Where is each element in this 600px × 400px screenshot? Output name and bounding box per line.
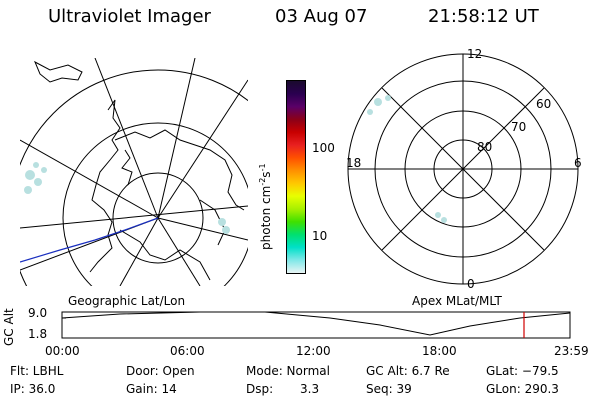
gain-info: Gain: 14 [126, 382, 177, 396]
coastline [114, 129, 245, 211]
meridian-line [157, 79, 248, 219]
gc-alt-info: GC Alt: 6.7 Re [366, 364, 450, 378]
polar-circle-70 [404, 110, 522, 228]
latitude-circle [62, 122, 248, 286]
date-label: 03 Aug 07 [275, 6, 368, 27]
polar-outer-circle [347, 53, 579, 285]
time-tick-0: 00:00 [45, 344, 80, 358]
time-tick-2: 12:00 [296, 344, 331, 358]
colorbar-label: photon cm-2s-1 [258, 163, 273, 250]
meridian-line [20, 139, 159, 219]
coastline [89, 99, 121, 273]
door-info: Door: Open [126, 364, 195, 378]
mlat-label-70: 70 [511, 120, 527, 134]
mlt-label-18: 18 [346, 156, 362, 170]
colorbar-tick-100: 100 [312, 141, 335, 155]
glat-info: GLat: −79.5 [486, 364, 559, 378]
altitude-plot-frame [61, 311, 571, 339]
colorbar-tick-10: 10 [312, 229, 328, 243]
latitude-circle [112, 172, 204, 264]
orbit-track [20, 217, 159, 263]
seq-info: Seq: 39 [366, 382, 412, 396]
meridian-line [157, 58, 196, 219]
colorbar [286, 80, 306, 274]
polar-diag [381, 87, 545, 251]
apex-title: Apex MLat/MLT [412, 294, 502, 308]
altitude-tick-high: 9.0 [28, 306, 48, 320]
meridian-line [157, 217, 248, 241]
time-tick-1: 06:00 [170, 344, 205, 358]
filter-info: Flt: LBHL [10, 364, 64, 378]
mlt-label-6: 6 [574, 156, 582, 170]
dsp-value: 3.3 [300, 382, 320, 396]
time-tick-3: 18:00 [422, 344, 457, 358]
coastline [199, 199, 226, 246]
polar-diag [381, 87, 545, 251]
ip-info: IP: 36.0 [10, 382, 56, 396]
altitude-curve [61, 311, 571, 336]
coastline [121, 149, 133, 186]
time-label: 21:58:12 UT [428, 6, 539, 27]
polar-circle-60 [374, 80, 552, 258]
glon-info: GLon: 290.3 [486, 382, 559, 396]
mlat-label-60: 60 [536, 97, 552, 111]
altitude-tick-low: 1.8 [28, 327, 48, 341]
mlat-label-80: 80 [477, 140, 493, 154]
polar-plot [347, 53, 579, 285]
mlt-label-12: 12 [467, 47, 483, 61]
instrument-title: Ultraviolet Imager [48, 6, 211, 27]
geographic-title: Geographic Lat/Lon [68, 294, 186, 308]
meridian-line [20, 205, 248, 229]
meridian-line [119, 217, 159, 286]
meridian-line [20, 217, 159, 271]
dsp-label: Dsp: [246, 382, 274, 396]
altitude-axis-label: GC Alt [2, 308, 16, 346]
time-tick-4: 23:59 [554, 344, 589, 358]
meridian-line [94, 58, 159, 219]
mlt-label-0: 0 [467, 277, 475, 291]
mode-info: Mode: Normal [246, 364, 330, 378]
meridian-line [157, 217, 201, 286]
coastline [119, 229, 211, 281]
coastline [34, 60, 83, 83]
